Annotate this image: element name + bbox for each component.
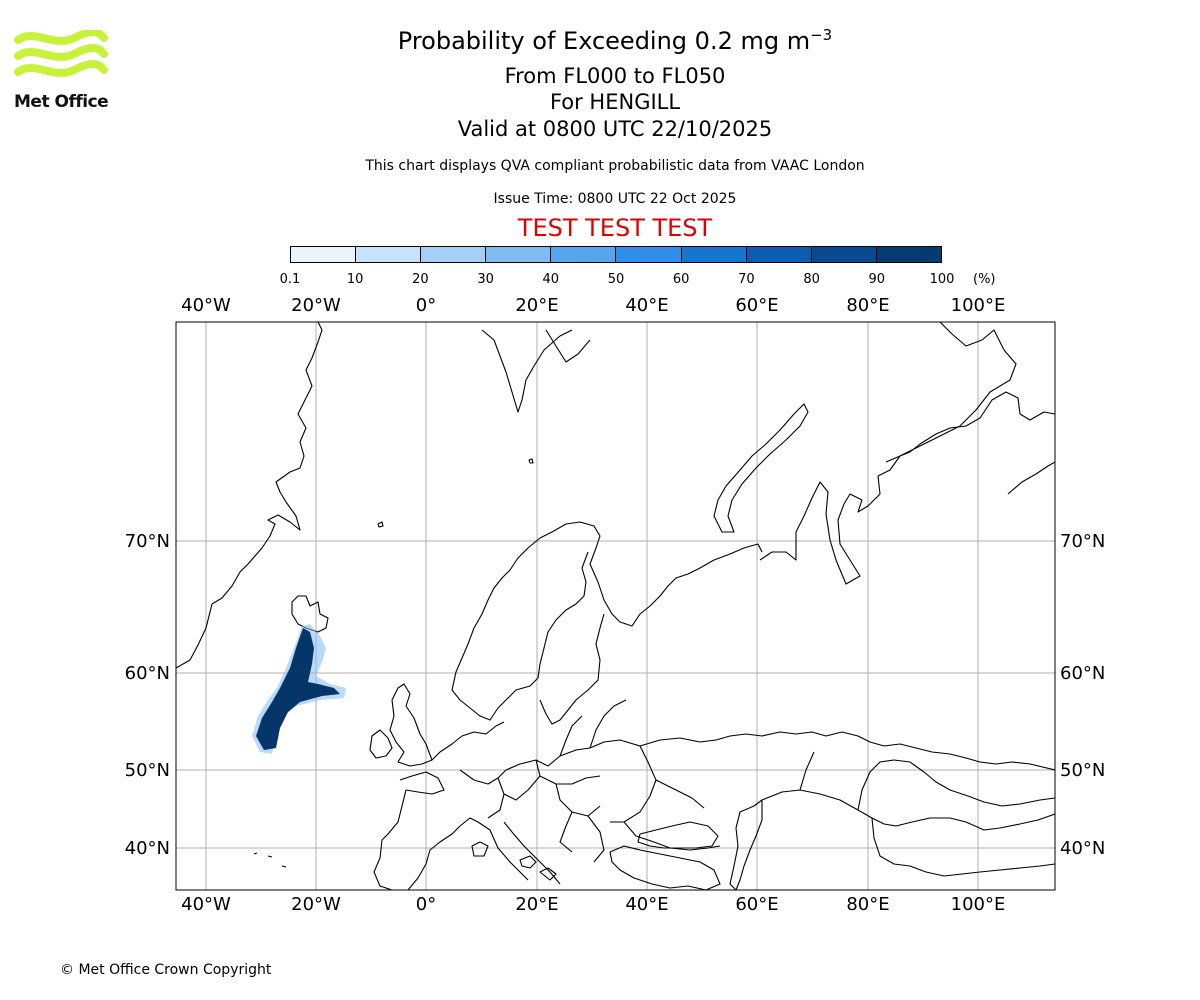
- longitude-labels-top: 40°W 20°W 0° 20°E 40°E 60°E 80°E 100°E: [181, 295, 1005, 316]
- latitude-label: 50°N: [125, 760, 170, 781]
- logo-text: Met Office: [14, 92, 109, 112]
- longitude-labels-bottom: 40°W 20°W 0° 20°E 40°E 60°E 80°E 100°E: [181, 894, 1005, 915]
- colorbar-tick-label: 70: [738, 272, 755, 287]
- chart-title: Probability of Exceeding 0.2 mg m−3: [15, 26, 1200, 55]
- canary-islands: [253, 852, 287, 868]
- title-exponent: −3: [810, 26, 833, 44]
- colorbar-segment: [551, 247, 617, 262]
- colorbar-segment: [486, 247, 552, 262]
- latitude-labels-left: 70°N 60°N 50°N 40°N: [125, 531, 170, 859]
- longitude-label: 40°E: [625, 894, 668, 915]
- greenland-coast: [176, 322, 323, 669]
- caspian-sea-coast: [729, 799, 763, 890]
- map-gridlines: [176, 322, 1055, 890]
- colorbar-tick-label: 100: [929, 272, 955, 287]
- colorbar-tick-label: 10: [346, 272, 364, 287]
- latitude-label: 50°N: [1060, 760, 1105, 781]
- latitude-label: 70°N: [125, 531, 170, 552]
- norway-south: [451, 551, 589, 721]
- colorbar-segment: [811, 247, 877, 262]
- colorbar-tick-label: 90: [868, 272, 886, 287]
- longitude-label: 40°W: [181, 894, 231, 915]
- siberia-north-coast: [759, 391, 1055, 585]
- baltic-coast: [539, 613, 605, 725]
- novaya-zemlya-coast: [713, 403, 809, 533]
- scandinavia-coast: [451, 521, 763, 691]
- latitude-labels-right: 70°N 60°N 50°N 40°N: [1060, 531, 1105, 859]
- iceland-coast: [291, 595, 329, 633]
- longitude-label: 0°: [416, 295, 436, 316]
- longitude-label: 60°E: [735, 295, 778, 316]
- longitude-label: 20°E: [515, 894, 558, 915]
- colorbar-segment: [616, 247, 682, 262]
- title-main-text: Probability of Exceeding 0.2 mg m: [397, 27, 811, 55]
- colorbar-tick-label: 30: [477, 272, 494, 287]
- ash-probability-plume: [252, 624, 346, 754]
- colorbar-tick-label: 0.1: [279, 272, 301, 287]
- location-title: For HENGILL: [549, 90, 681, 114]
- latitude-label: 60°N: [1060, 663, 1105, 684]
- colorbar-segment: [291, 247, 357, 262]
- great-britain-coast: [389, 683, 433, 767]
- severnaya-zemlya: [885, 322, 1017, 463]
- colorbar-tick-label: 20: [412, 272, 429, 287]
- colorbar-tick-label: 80: [803, 272, 820, 287]
- map-frame: [175, 321, 1056, 891]
- test-banner: TEST TEST TEST: [517, 214, 713, 242]
- logo-waves: [14, 28, 108, 77]
- copyright-notice: © Met Office Crown Copyright: [60, 962, 272, 978]
- colorbar-segment: [746, 247, 812, 262]
- longitude-label: 0°: [416, 894, 436, 915]
- coastlines: [176, 322, 1055, 890]
- longitude-label: 40°E: [625, 295, 668, 316]
- svalbard-coast: [481, 329, 591, 413]
- longitude-label: 80°E: [846, 295, 889, 316]
- colorbar-segment: [356, 247, 422, 262]
- colorbar-tick-label: 60: [672, 272, 690, 287]
- europe-west-coast: [373, 721, 561, 890]
- longitude-label: 40°W: [181, 295, 231, 316]
- latitude-label: 70°N: [1060, 531, 1105, 552]
- latitude-label: 40°N: [125, 838, 170, 859]
- issue-time: Issue Time: 0800 UTC 22 Oct 2025: [493, 191, 737, 207]
- black-sea-coast: [637, 821, 719, 849]
- longitude-label: 20°E: [515, 295, 558, 316]
- longitude-label: 20°W: [291, 295, 341, 316]
- colorbar-tick-label: 50: [607, 272, 625, 287]
- colorbar-segment: [681, 247, 747, 262]
- mediterranean-coast: [471, 841, 721, 890]
- ireland-coast: [369, 729, 393, 759]
- country-borders: [459, 699, 1055, 863]
- faroe-islands: [377, 521, 384, 528]
- central-asia-borders: [761, 751, 1055, 877]
- bear-island: [528, 458, 534, 464]
- chart-description: This chart displays QVA compliant probab…: [365, 158, 865, 174]
- longitude-label: 60°E: [735, 894, 778, 915]
- colorbar-unit: (%): [973, 272, 996, 287]
- colorbar-segment: [421, 247, 487, 262]
- longitude-label: 100°E: [951, 894, 1006, 915]
- longitude-label: 100°E: [951, 295, 1006, 316]
- colorbar-segment: [876, 247, 941, 262]
- colorbar-tick-label: 40: [542, 272, 560, 287]
- met-office-wave-icon: [14, 28, 108, 77]
- longitude-label: 20°W: [291, 894, 341, 915]
- valid-time-title: Valid at 0800 UTC 22/10/2025: [457, 117, 773, 141]
- latitude-label: 40°N: [1060, 838, 1105, 859]
- probability-colorbar: [290, 246, 942, 263]
- latitude-label: 60°N: [125, 663, 170, 684]
- flight-level-range: From FL000 to FL050: [504, 64, 726, 88]
- longitude-label: 80°E: [846, 894, 889, 915]
- plume-core: [256, 628, 340, 750]
- met-office-logo: Met Office: [14, 28, 109, 112]
